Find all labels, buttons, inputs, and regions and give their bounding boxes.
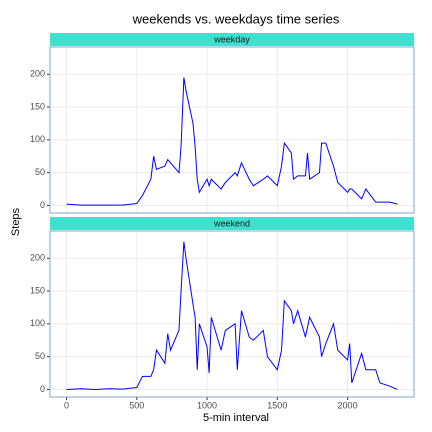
y-axis-label: Steps: [10, 207, 22, 236]
x-tick-label: 1500: [267, 400, 287, 410]
y-tick-label: 100: [30, 318, 45, 328]
panel-border: [49, 230, 415, 398]
y-tick-label: 0: [40, 384, 45, 394]
x-tick-label: 0: [64, 400, 69, 410]
facet-strip: [50, 217, 414, 230]
y-tick-label: 100: [30, 134, 45, 144]
facet-label: weekend: [213, 218, 250, 228]
facet-strip: [50, 33, 414, 46]
y-tick-label: 50: [35, 167, 45, 177]
x-tick-label: 1000: [197, 400, 217, 410]
y-tick-label: 200: [30, 253, 45, 263]
y-tick-label: 150: [30, 101, 45, 111]
x-tick-label: 2000: [338, 400, 358, 410]
y-tick-label: 50: [35, 351, 45, 361]
chart-title: weekends vs. weekdays time series: [132, 11, 340, 26]
line: [66, 77, 398, 206]
y-tick-label: 150: [30, 285, 45, 295]
x-tick-label: 500: [129, 400, 144, 410]
panel-border: [49, 46, 415, 214]
y-tick-label: 200: [30, 69, 45, 79]
line: [66, 241, 398, 390]
y-tick-label: 0: [40, 200, 45, 210]
x-axis-label: 5-min interval: [203, 412, 269, 424]
facet-label: weekday: [213, 34, 250, 44]
